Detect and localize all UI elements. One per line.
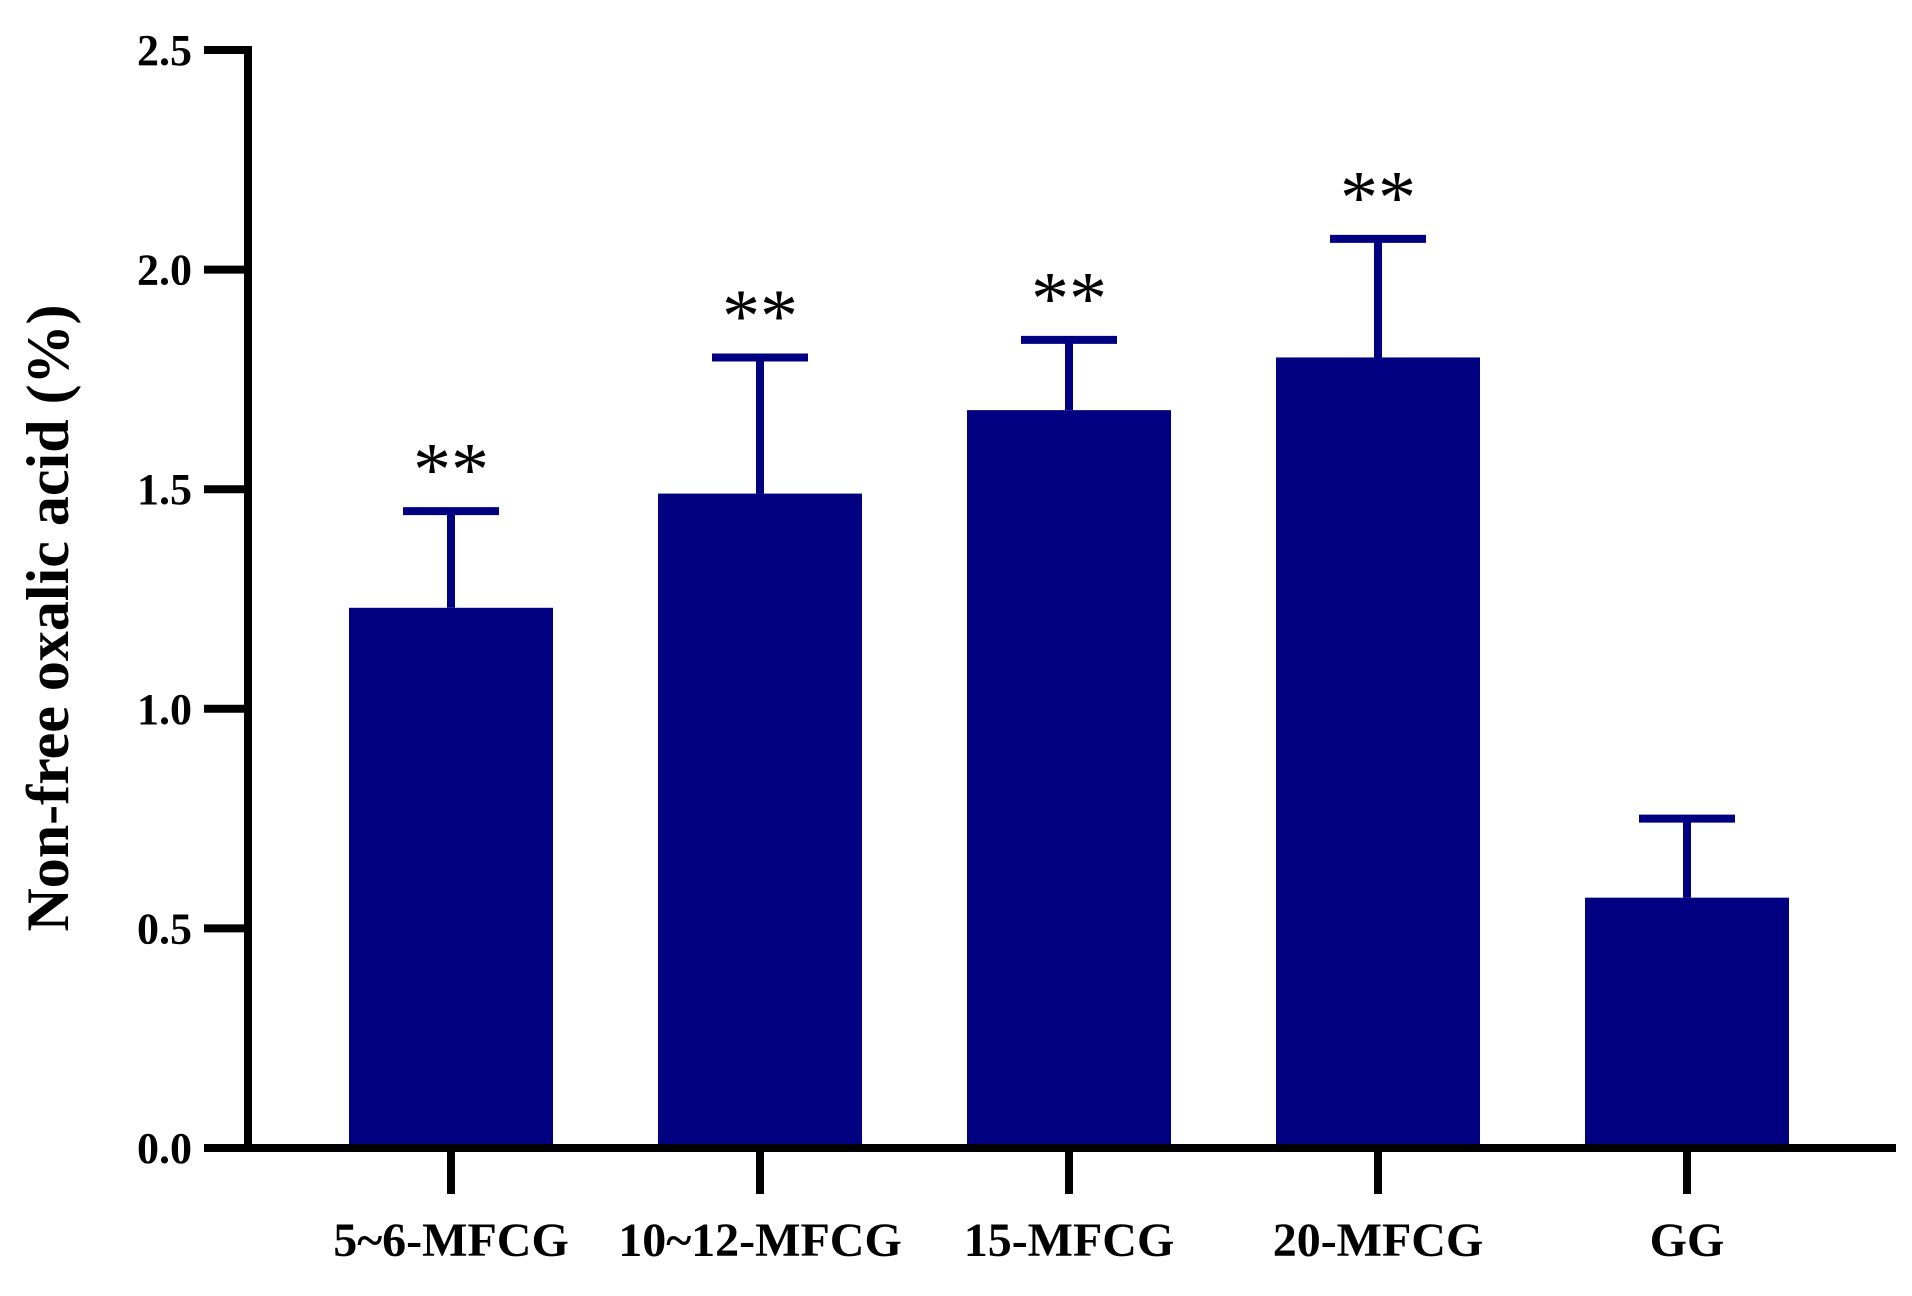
y-tick-label: 0.5	[137, 904, 192, 953]
x-tick-label: 20-MFCG	[1273, 1214, 1484, 1267]
x-tick-label: 5~6-MFCG	[333, 1214, 569, 1267]
y-tick-label: 1.0	[137, 685, 192, 734]
y-tick-label: 0.0	[137, 1124, 192, 1173]
x-tick-label: 15-MFCG	[964, 1214, 1175, 1267]
bar	[1276, 357, 1480, 1148]
x-tick-label: 10~12-MFCG	[618, 1214, 902, 1267]
significance-label: **	[1340, 156, 1416, 240]
significance-label: **	[722, 274, 798, 358]
x-tick-label: GG	[1650, 1214, 1725, 1267]
significance-label: **	[1031, 257, 1107, 341]
bar	[1585, 897, 1789, 1148]
y-axis-title: Non-free oxalic acid (%)	[15, 304, 81, 931]
bar	[967, 410, 1171, 1148]
y-tick-label: 1.5	[137, 465, 192, 514]
bar	[349, 607, 553, 1148]
bar	[658, 493, 862, 1148]
y-tick-label: 2.5	[137, 26, 192, 75]
y-tick-label: 2.0	[137, 246, 192, 295]
significance-label: **	[413, 428, 489, 512]
plot-area: ** 5~6-MFCG ** 10~12-MFCG ** 15-MFCG ** 20-MFCG…	[137, 26, 1896, 1267]
